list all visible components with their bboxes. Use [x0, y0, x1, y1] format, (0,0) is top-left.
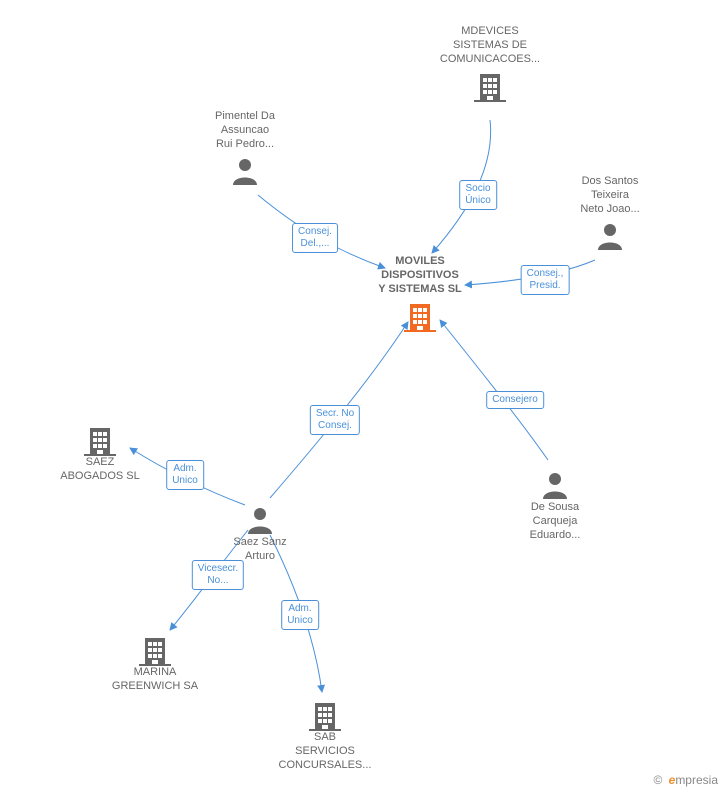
- building-icon: [139, 634, 171, 666]
- watermark: © empresia: [653, 773, 718, 787]
- node-label: MARINA GREENWICH SA: [95, 666, 215, 694]
- person-icon: [244, 504, 276, 536]
- building-icon: [84, 424, 116, 456]
- node-pimentel[interactable]: Pimentel Da Assuncao Rui Pedro...: [185, 110, 305, 187]
- edge-desousa-center: [440, 320, 548, 460]
- network-diagram: { "diagram": { "type": "network", "backg…: [0, 0, 728, 795]
- node-label: SAEZ ABOGADOS SL: [40, 456, 160, 484]
- building-icon: [404, 300, 436, 332]
- node-sab[interactable]: SAB SERVICIOS CONCURSALES...: [265, 695, 385, 772]
- node-marina[interactable]: MARINA GREENWICH SA: [95, 630, 215, 694]
- edge-label-desousa-center: Consejero: [486, 391, 544, 409]
- building-icon: [474, 70, 506, 102]
- building-icon: [309, 699, 341, 731]
- node-saezsanz[interactable]: Saez Sanz Arturo: [200, 500, 320, 564]
- edge-label-saezsanz-saezabogados: Adm. Unico: [166, 460, 204, 490]
- copyright-symbol: ©: [653, 773, 662, 787]
- edge-label-pimentel-center: Consej. Del.,...: [292, 223, 338, 253]
- node-label: Pimentel Da Assuncao Rui Pedro...: [185, 110, 305, 151]
- node-label: Dos Santos Teixeira Neto Joao...: [550, 175, 670, 216]
- person-icon: [594, 220, 626, 252]
- node-label: MOVILES DISPOSITIVOS Y SISTEMAS SL: [360, 255, 480, 296]
- node-saezabogados[interactable]: SAEZ ABOGADOS SL: [40, 420, 160, 484]
- person-icon: [229, 155, 261, 187]
- node-center[interactable]: MOVILES DISPOSITIVOS Y SISTEMAS SL: [360, 255, 480, 332]
- edge-label-saezsanz-marina: Vicesecr. No...: [192, 560, 244, 590]
- edge-label-mdevices-center: Socio Único: [459, 180, 497, 210]
- node-desousa[interactable]: De Sousa Carqueja Eduardo...: [495, 465, 615, 542]
- edge-label-saezsanz-sab: Adm. Unico: [281, 600, 319, 630]
- node-label: De Sousa Carqueja Eduardo...: [495, 501, 615, 542]
- node-mdevices[interactable]: MDEVICES SISTEMAS DE COMUNICACOES...: [430, 25, 550, 102]
- edge-label-saezsanz-center: Secr. No Consej.: [310, 405, 360, 435]
- node-label: SAB SERVICIOS CONCURSALES...: [265, 731, 385, 772]
- watermark-rest: mpresia: [675, 773, 718, 787]
- person-icon: [539, 469, 571, 501]
- node-label: MDEVICES SISTEMAS DE COMUNICACOES...: [430, 25, 550, 66]
- node-dossantos[interactable]: Dos Santos Teixeira Neto Joao...: [550, 175, 670, 252]
- edge-label-dossantos-center: Consej., Presid.: [521, 265, 570, 295]
